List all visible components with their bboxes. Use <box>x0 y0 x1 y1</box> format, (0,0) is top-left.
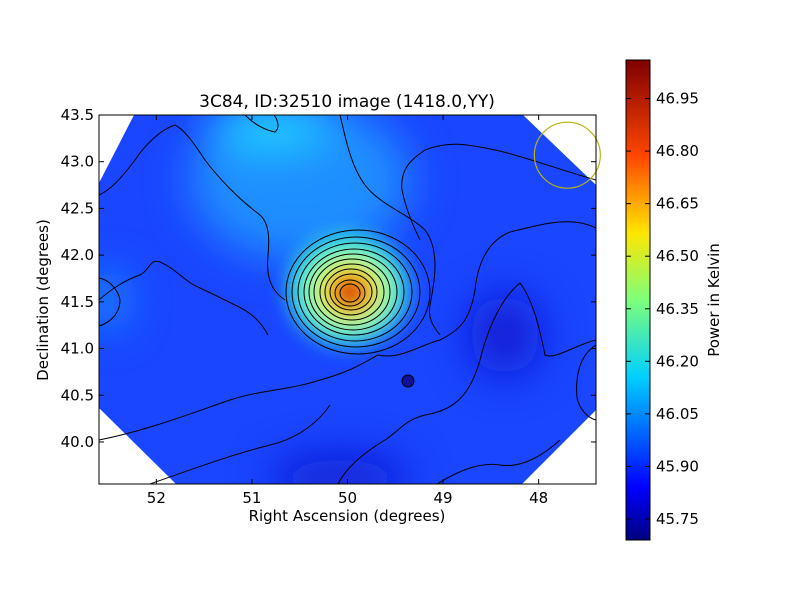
beam-circle <box>533 121 601 189</box>
y-axis-label: Declination (degrees) <box>34 219 52 381</box>
colorbar-tick-label: 46.05 <box>656 405 699 423</box>
heatmap-layer <box>99 115 596 484</box>
contour-line <box>244 115 279 133</box>
contour-line <box>99 277 121 327</box>
colorbar-tick-label: 46.20 <box>656 352 699 370</box>
contour-line <box>313 258 391 326</box>
heatmap-dark-right <box>470 295 540 375</box>
contour-line <box>401 374 415 388</box>
y-tick-label: 40.5 <box>61 386 94 404</box>
colorbar-ticks: 45.75 45.90 46.05 46.20 46.35 46.50 46.65 46.80… <box>626 90 699 528</box>
x-axis-label: Right Ascension (degrees) <box>249 507 446 525</box>
contour-line <box>576 344 596 421</box>
y-tick-label: 42.0 <box>61 246 94 264</box>
y-axis-ticks: 40.0 40.5 41.0 41.5 42.0 42.5 43.0 43.5 <box>61 106 596 451</box>
y-tick-label: 42.5 <box>61 199 94 217</box>
heatmap-left-lobe <box>99 272 125 328</box>
contour-line <box>401 143 596 241</box>
contour-line <box>285 229 431 355</box>
chart-title: 3C84, ID:32510 image (1418.0,YY) <box>199 92 495 112</box>
heatmap-dip <box>402 375 414 387</box>
colorbar-tick-label: 46.65 <box>656 195 699 213</box>
contour-line <box>337 282 596 484</box>
contour-line <box>303 248 405 336</box>
x-tick-label: 48 <box>529 489 548 507</box>
y-tick-label: 41.0 <box>61 340 94 358</box>
colorbar-tick-label: 45.90 <box>656 457 699 475</box>
colorbar-tick-label: 46.80 <box>656 142 699 160</box>
contour-line <box>339 115 441 336</box>
colorbar-tick-label: 45.75 <box>656 510 699 528</box>
y-tick-label: 40.0 <box>61 433 94 451</box>
colorbar <box>625 59 651 541</box>
colorbar-tick-label: 46.35 <box>656 300 699 318</box>
contour-line <box>99 221 596 441</box>
contour-line <box>436 439 561 484</box>
contour-line <box>334 279 366 307</box>
heatmap-dark-bottom <box>270 458 410 484</box>
contour-line <box>324 268 378 316</box>
contour-line <box>99 124 286 301</box>
contour-line <box>291 236 421 348</box>
colorbar-label: Power in Kelvin <box>705 243 723 357</box>
heatmap-top-lobe <box>210 115 330 150</box>
contour-layer <box>99 115 596 484</box>
colorbar-tick-label: 46.50 <box>656 247 699 265</box>
colorbar-tick-label: 46.95 <box>656 90 699 108</box>
x-tick-label: 49 <box>434 489 453 507</box>
x-tick-label: 52 <box>147 489 166 507</box>
contour-line <box>297 242 413 342</box>
y-tick-label: 43.5 <box>61 106 94 124</box>
y-tick-label: 41.5 <box>61 293 94 311</box>
contour-line <box>319 263 385 321</box>
x-tick-label: 51 <box>242 489 261 507</box>
y-tick-label: 43.0 <box>61 153 94 171</box>
x-axis-ticks: 52 51 50 49 48 <box>147 115 548 507</box>
heatmap-core <box>340 284 360 302</box>
contour-line <box>329 273 373 311</box>
contour-line <box>149 404 331 484</box>
heatmap-ridge <box>190 115 410 260</box>
x-tick-label: 50 <box>338 489 357 507</box>
contour-line <box>99 260 269 336</box>
contour-line <box>308 253 398 331</box>
contour-line <box>339 283 361 303</box>
